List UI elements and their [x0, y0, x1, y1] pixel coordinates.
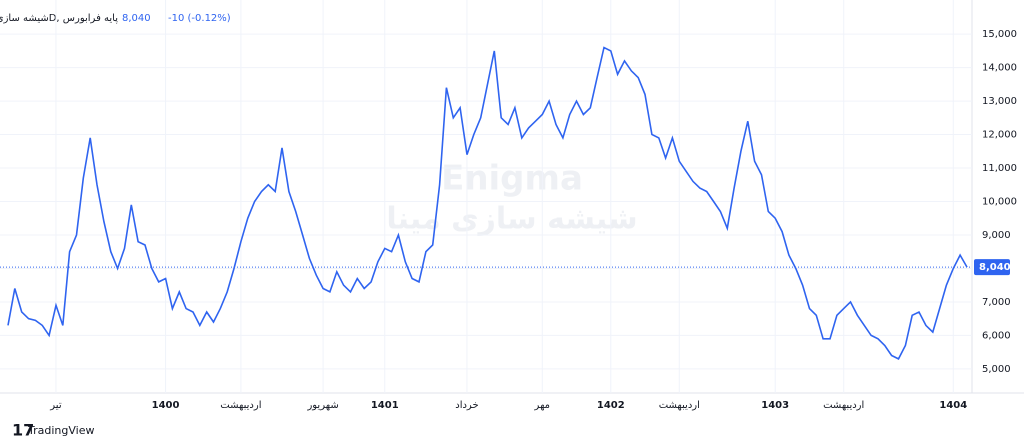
x-tick-label: تیر — [49, 400, 62, 411]
y-tick-label: 13,000 — [982, 96, 1017, 107]
last-price-box — [974, 259, 1010, 276]
plot: 5,0006,0007,0008,0009,00010,00011,00012,… — [0, 0, 1017, 411]
y-tick-label: 5,000 — [982, 364, 1011, 375]
y-tick-label: 10,000 — [982, 197, 1017, 208]
y-tick-label: 6,000 — [982, 330, 1011, 341]
y-tick-label: 12,000 — [982, 130, 1017, 141]
header-change: -10 (-0.12%) — [168, 13, 231, 24]
x-tick-label: شهریور — [306, 400, 338, 411]
x-tick-label: 1402 — [597, 400, 625, 411]
x-tick-label: 1404 — [939, 400, 967, 411]
x-tick-label: اردیبهشت — [659, 400, 700, 411]
x-tick-label: خرداد — [455, 400, 478, 411]
x-tick-label: اردیبهشت — [220, 400, 261, 411]
header-price: 8,040 — [122, 13, 151, 24]
x-tick-label: اردیبهشت — [823, 400, 864, 411]
x-tick-label: مهر — [534, 400, 550, 411]
x-tick-label: 1403 — [761, 400, 789, 411]
y-tick-label: 14,000 — [982, 63, 1017, 74]
symbol-title: شیشه سازی مینا, 1D, پایه فرابورس — [0, 13, 118, 24]
y-tick-label: 7,000 — [982, 297, 1011, 308]
y-tick-label: 11,000 — [982, 163, 1017, 174]
y-tick-label: 9,000 — [982, 230, 1011, 241]
x-tick-label: 1401 — [371, 400, 399, 411]
watermark-name: شیشه سازی مینا — [386, 202, 637, 237]
footer-logo: TradingView — [27, 424, 94, 437]
price-line — [7, 46, 968, 360]
watermark-brand: Enigma — [441, 159, 583, 199]
y-tick-label: 15,000 — [982, 29, 1017, 40]
last-price-label: 8,040 — [979, 262, 1011, 273]
logo-mark: 𝟭𝟳 — [12, 421, 34, 440]
x-tick-label: 1400 — [152, 400, 180, 411]
